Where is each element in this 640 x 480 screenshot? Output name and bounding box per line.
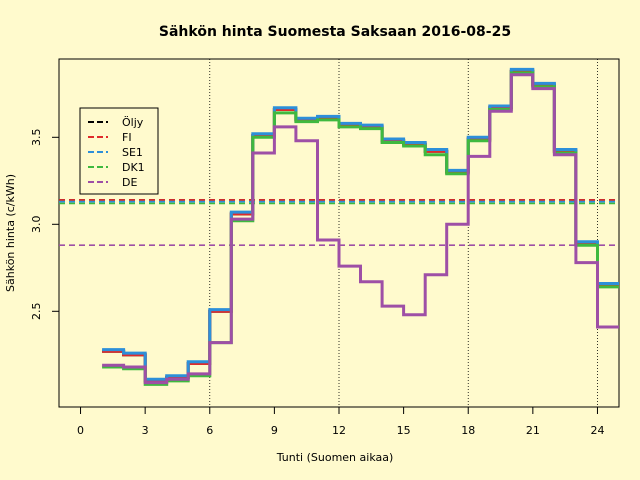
y-tick-label-2: 3.5 xyxy=(30,129,43,147)
mean-lines xyxy=(59,199,619,246)
series-line-3 xyxy=(102,71,619,386)
legend-label-0: Öljy xyxy=(122,116,144,129)
x-tick-label-3: 3 xyxy=(142,424,149,437)
x-axis-label: Tunti (Suomen aikaa) xyxy=(276,451,394,464)
x-tick-label-0: 0 xyxy=(77,424,84,437)
x-tick-label-18: 18 xyxy=(461,424,475,437)
y-axis: 2.5 3.0 3.5 xyxy=(30,129,59,320)
x-axis: 0 3 6 9 12 15 18 21 24 xyxy=(77,406,604,437)
y-tick-label-1: 3.0 xyxy=(30,216,43,234)
legend-label-4: DE xyxy=(122,176,137,189)
x-tick-label-24: 24 xyxy=(590,424,604,437)
x-tick-label-12: 12 xyxy=(332,424,346,437)
legend-label-3: DK1 xyxy=(122,161,145,174)
chart-title: Sähkön hinta Suomesta Saksaan 2016-08-25 xyxy=(159,24,511,40)
legend-label-1: FI xyxy=(122,131,132,144)
x-tick-label-21: 21 xyxy=(526,424,540,437)
y-tick-label-0: 2.5 xyxy=(30,303,43,321)
x-tick-label-15: 15 xyxy=(397,424,411,437)
grid-lines xyxy=(209,59,598,407)
series-line-4 xyxy=(102,73,619,385)
y-axis-label: Sähkön hinta (c/kWh) xyxy=(4,174,17,292)
legend: Öljy FI SE1 DK1 DE xyxy=(79,107,159,195)
series-line-2 xyxy=(102,67,619,381)
x-tick-label-9: 9 xyxy=(271,424,278,437)
series-line-1 xyxy=(102,69,619,383)
x-tick-label-6: 6 xyxy=(206,424,213,437)
legend-label-2: SE1 xyxy=(122,146,143,159)
series-lines xyxy=(102,67,619,386)
series-line-0 xyxy=(102,69,619,383)
